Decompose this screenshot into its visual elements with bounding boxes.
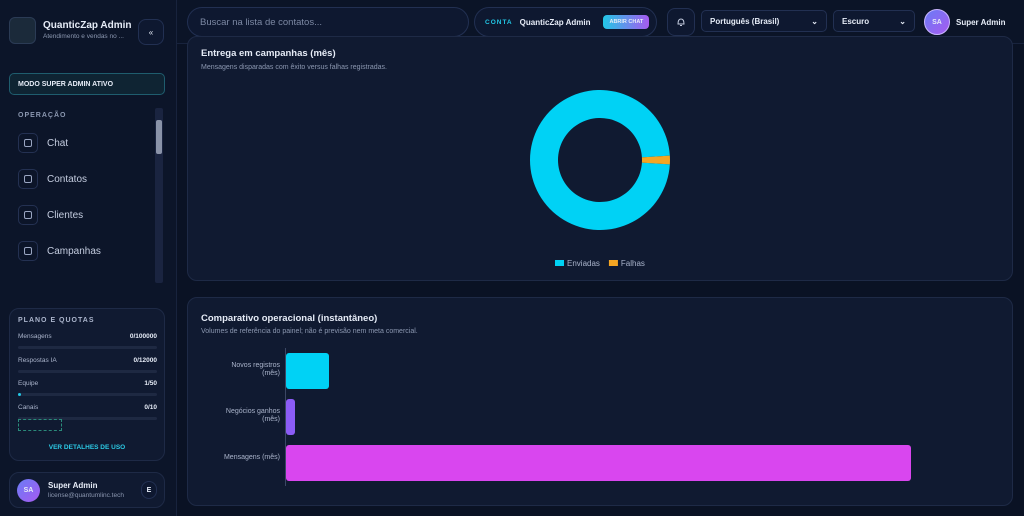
axis-line bbox=[285, 348, 286, 486]
open-chat-button[interactable]: ABRIR CHAT bbox=[603, 15, 650, 29]
brand-name: QuanticZap Admin bbox=[43, 20, 132, 31]
quota-label: Mensagens bbox=[18, 333, 52, 340]
legend-label: Falhas bbox=[621, 259, 645, 268]
quota-row: Mensagens 0/100000 bbox=[18, 333, 157, 340]
bar bbox=[286, 353, 329, 389]
quota-label: Respostas IA bbox=[18, 356, 57, 364]
scrollbar bbox=[155, 108, 163, 283]
donut-slice bbox=[530, 89, 670, 230]
nav-label: Contatos bbox=[47, 173, 88, 185]
chart-subtitle: Mensagens disparadas com êxito versus fa… bbox=[201, 64, 387, 71]
theme-select[interactable]: Escuro ⌄ bbox=[833, 10, 915, 32]
search[interactable]: Buscar na lista de contatos... bbox=[187, 7, 469, 37]
mode-badge: MODO SUPER ADMIN ATIVO bbox=[9, 73, 165, 95]
nav-icon bbox=[18, 133, 38, 153]
nav-label: Campanhas bbox=[47, 245, 101, 257]
avatar: SA bbox=[924, 9, 950, 35]
nav-item[interactable]: Chat bbox=[18, 131, 148, 155]
bar bbox=[286, 445, 911, 481]
legend-swatch bbox=[608, 260, 618, 266]
quota-fill bbox=[18, 393, 21, 396]
bell-icon bbox=[677, 18, 685, 26]
quota-label: Equipe bbox=[18, 380, 39, 387]
account-label: CONTA bbox=[485, 18, 513, 26]
nav-item[interactable]: Clientes bbox=[18, 203, 148, 227]
quota-bar bbox=[18, 346, 157, 349]
quota-bar bbox=[18, 416, 157, 420]
delivery-card bbox=[187, 36, 1013, 281]
quota-row: Respostas IA 0/12000 bbox=[18, 357, 157, 364]
y-tick-label: Novos registros (mês) bbox=[231, 362, 280, 377]
quota-bar bbox=[18, 393, 157, 396]
user-action[interactable]: E bbox=[141, 481, 157, 499]
quota-value: 0/10 bbox=[144, 403, 157, 411]
nav-icon bbox=[18, 241, 38, 261]
theme: Escuro bbox=[842, 16, 870, 26]
plan-card bbox=[9, 308, 165, 461]
notifications[interactable] bbox=[667, 8, 695, 36]
collapse-button[interactable]: « bbox=[138, 19, 164, 45]
account-name: QuanticZap Admin bbox=[519, 17, 591, 27]
y-tick-label: Mensagens (mês) bbox=[223, 454, 280, 461]
chart-title: Comparativo operacional (instantâneo) bbox=[201, 313, 378, 324]
user-name: Super Admin bbox=[956, 17, 1006, 27]
quota-value: 0/12000 bbox=[133, 356, 158, 364]
icon-glyph bbox=[24, 139, 32, 147]
chevron: ⌄ bbox=[811, 16, 818, 26]
quota-bar bbox=[18, 369, 157, 373]
chevron: ⌄ bbox=[899, 16, 906, 26]
user-menu[interactable]: SA Super Admin bbox=[924, 7, 1014, 37]
legend-swatch bbox=[555, 260, 564, 266]
nav-item[interactable]: Campanhas bbox=[18, 239, 148, 263]
language: Português (Brasil) bbox=[710, 16, 780, 26]
chart-title: Entrega em campanhas (mês) bbox=[201, 48, 336, 59]
quota-value: 1/50 bbox=[144, 380, 157, 387]
chart-subtitle: Volumes de referência do painel; não é p… bbox=[201, 328, 418, 335]
nav-icon bbox=[18, 169, 38, 189]
logo bbox=[9, 17, 36, 44]
icon-glyph bbox=[24, 247, 32, 255]
bar bbox=[286, 399, 296, 435]
user-email: license@quantumlinc.tech bbox=[48, 492, 124, 499]
sidebar: QuanticZap Admin Atendimento e vendas no… bbox=[0, 0, 177, 516]
account: CONTA QuanticZap Admin ABRIR CHAT bbox=[474, 7, 657, 37]
plan-title: PLANO E QUOTAS bbox=[18, 317, 95, 324]
brand-tagline: Atendimento e vendas no ... bbox=[43, 33, 124, 40]
section-label: OPERAÇÃO bbox=[18, 112, 67, 119]
donut-chart: Enviadas Falhas bbox=[530, 89, 670, 268]
donut-slice bbox=[641, 155, 670, 165]
user-name: Super Admin bbox=[48, 481, 98, 490]
quota-row: Canais 0/10 bbox=[18, 404, 157, 411]
icon-glyph bbox=[24, 211, 32, 219]
nav-icon bbox=[18, 205, 38, 225]
y-tick-label: Negócios ganhos (mês) bbox=[225, 408, 280, 423]
nav-item[interactable]: Contatos bbox=[18, 167, 148, 191]
usage-link[interactable]: VER DETALHES DE USO bbox=[48, 444, 126, 451]
language-select[interactable]: Português (Brasil) ⌄ bbox=[701, 10, 827, 32]
search-placeholder: Buscar na lista de contatos... bbox=[200, 16, 322, 28]
nav-label: Chat bbox=[47, 137, 69, 149]
usage-graphic bbox=[18, 419, 62, 431]
quota-value: 0/100000 bbox=[129, 333, 157, 340]
quota-row: Equipe 1/50 bbox=[18, 380, 157, 387]
icon-glyph bbox=[24, 175, 32, 183]
quota-label: Canais bbox=[18, 403, 39, 411]
user-avatar: SA bbox=[17, 479, 40, 502]
legend-label: Enviadas bbox=[567, 259, 600, 268]
nav-label: Clientes bbox=[47, 209, 84, 221]
